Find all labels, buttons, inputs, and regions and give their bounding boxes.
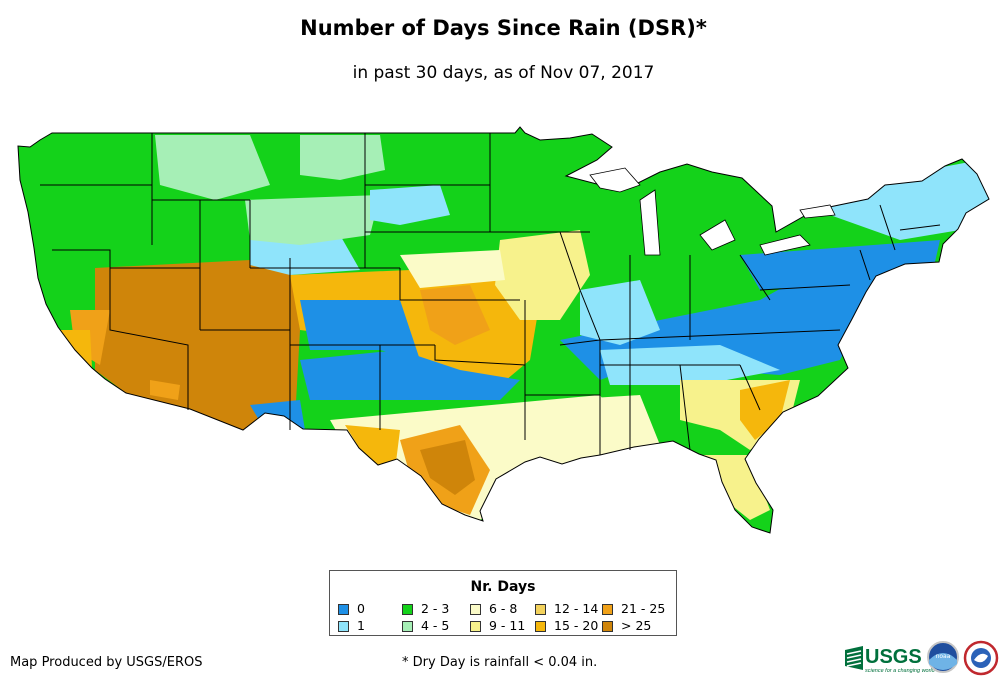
legend-item: 21 - 25 bbox=[602, 602, 665, 615]
legend-item: 9 - 11 bbox=[470, 619, 525, 632]
legend-item: 1 bbox=[338, 619, 365, 632]
legend-label: 2 - 3 bbox=[421, 601, 450, 616]
legend-label: 21 - 25 bbox=[621, 601, 666, 616]
legend-swatch bbox=[402, 621, 413, 632]
legend-label: 6 - 8 bbox=[489, 601, 518, 616]
nws-logo bbox=[963, 640, 999, 676]
footnote-text: * Dry Day is rainfall < 0.04 in. bbox=[402, 655, 598, 670]
legend-label: 15 - 20 bbox=[554, 618, 599, 633]
legend-swatch bbox=[470, 604, 481, 615]
legend-swatch bbox=[602, 621, 613, 632]
legend-swatch bbox=[402, 604, 413, 615]
map-title: Number of Days Since Rain (DSR)* bbox=[300, 16, 707, 40]
legend-item: 6 - 8 bbox=[470, 602, 517, 615]
legend-swatch bbox=[338, 621, 349, 632]
dsr-color-field bbox=[18, 127, 989, 533]
legend-label: 1 bbox=[357, 618, 365, 633]
legend-item: 12 - 14 bbox=[535, 602, 598, 615]
legend-swatch bbox=[535, 621, 546, 632]
legend-item: 2 - 3 bbox=[402, 602, 449, 615]
legend-swatch bbox=[338, 604, 349, 615]
legend-title: Nr. Days bbox=[470, 579, 536, 595]
legend-label: 4 - 5 bbox=[421, 618, 450, 633]
legend-label: 12 - 14 bbox=[554, 601, 599, 616]
legend: Nr. Days 0 1 2 - 3 4 - 5 6 - 8 9 - 11 12 - 14 1… bbox=[329, 570, 677, 636]
great-lakes bbox=[589, 167, 836, 256]
legend-label: > 25 bbox=[621, 618, 652, 633]
credit-text: Map Produced by USGS/EROS bbox=[10, 655, 203, 670]
legend-item: 4 - 5 bbox=[402, 619, 449, 632]
legend-item: 0 bbox=[338, 602, 365, 615]
legend-label: 0 bbox=[357, 601, 365, 616]
legend-swatch bbox=[535, 604, 546, 615]
usgs-wordmark: USGS bbox=[865, 646, 922, 668]
map-subtitle: in past 30 days, as of Nov 07, 2017 bbox=[352, 63, 655, 83]
legend-item: > 25 bbox=[602, 619, 651, 632]
legend-item: 15 - 20 bbox=[535, 619, 598, 632]
usgs-tagline: science for a changing world bbox=[865, 668, 936, 674]
noaa-logo: noaa bbox=[927, 641, 959, 673]
legend-label: 9 - 11 bbox=[489, 618, 526, 633]
legend-swatch bbox=[602, 604, 613, 615]
legend-swatch bbox=[470, 621, 481, 632]
noaa-wordmark: noaa bbox=[936, 653, 951, 660]
state-borders bbox=[17, 126, 990, 534]
agency-logos: USGS science for a changing world noaa bbox=[845, 640, 999, 676]
usgs-logo: USGS science for a changing world bbox=[845, 646, 936, 674]
